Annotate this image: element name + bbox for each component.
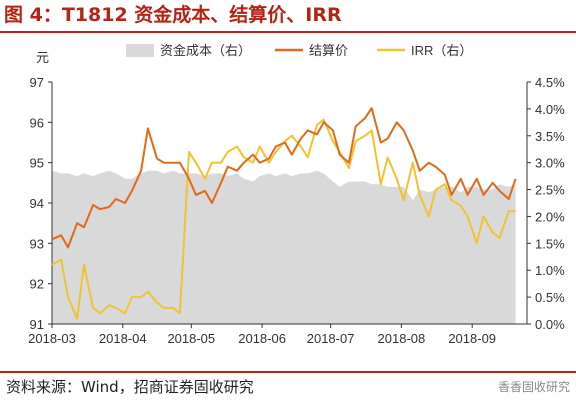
x-tick-label: 2018-04 [99,331,147,346]
x-tick-label: 2018-09 [448,331,496,346]
left-axis-ticks: 91 92 93 94 95 96 97 [30,75,52,332]
left-tick-label: 95 [30,156,44,171]
left-tick-label: 92 [30,277,44,292]
left-tick-label: 94 [30,196,44,211]
right-tick-label: 4.0% [535,102,565,117]
irr-line-layer [51,118,516,320]
left-tick-label: 97 [30,75,44,90]
right-tick-label: 4.5% [535,75,565,90]
right-tick-label: 2.5% [535,183,565,198]
legend: 资金成本（右） 结算价 IRR（右） [126,43,472,58]
left-tick-label: 93 [30,236,44,251]
right-axis-ticks: 0.0% 0.5% 1.0% 1.5% 2.0% 2.5% 3.0% 3.5% 4.0% 4.5% [527,75,565,332]
legend-label-settle: 结算价 [309,43,348,58]
x-tick-label: 2018-08 [378,331,426,346]
legend-label-funding: 资金成本（右） [160,43,251,58]
right-tick-label: 0.5% [535,290,565,305]
x-tick-label: 2018-05 [167,331,215,346]
left-tick-label: 96 [30,115,44,130]
right-tick-label: 3.5% [535,129,565,144]
watermark: 香香固收研究 [497,380,570,394]
right-tick-label: 2.0% [535,209,565,224]
settle-line-layer [51,107,517,249]
right-tick-label: 3.0% [535,156,565,171]
figure-title: 图 4：T1812 资金成本、结算价、IRR [4,4,342,26]
left-tick-label: 91 [30,317,44,332]
source-note: 资料来源：Wind，招商证券固收研究 [6,378,254,396]
legend-swatch-funding [126,44,154,57]
x-tick-label: 2018-03 [28,331,76,346]
right-tick-label: 1.5% [535,236,565,251]
funding-area-layer [52,170,516,324]
title-rule [0,31,576,33]
x-tick-label: 2018-06 [238,331,286,346]
x-tick-label: 2018-07 [307,331,355,346]
chart: 资金成本（右） 结算价 IRR（右） 元 91 92 93 94 95 96 97 0.0%… [28,43,565,346]
x-axis-ticks: 2018-03 2018-04 2018-05 2018-06 2018-07 2018-… [28,324,496,346]
legend-label-irr: IRR（右） [411,43,472,58]
source-rule [0,371,576,373]
left-axis-unit: 元 [36,50,49,65]
irr-line [51,118,516,320]
right-tick-label: 0.0% [535,317,565,332]
right-tick-label: 1.0% [535,263,565,278]
settle-line [51,107,517,249]
funding-area [52,170,516,324]
